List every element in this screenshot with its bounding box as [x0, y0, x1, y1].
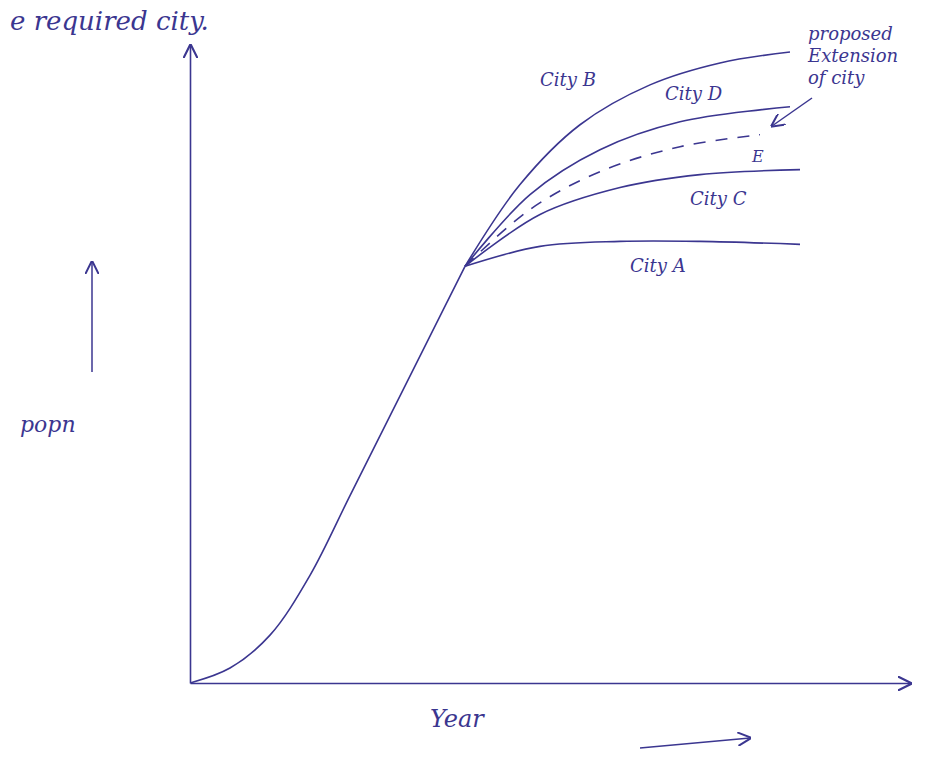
x-axis-line: [191, 683, 911, 685]
title: e required city.: [10, 6, 209, 36]
series-label: City C: [690, 188, 747, 209]
series-label: City D: [665, 83, 723, 104]
series-line: [465, 170, 800, 267]
arrow: [772, 98, 812, 126]
y-axis-title: popn: [20, 412, 76, 437]
series-line: [465, 52, 790, 266]
x-axis-title: Year: [430, 705, 485, 733]
chart: City B City D E City C City A e required city…: [0, 0, 952, 767]
arrow: [91, 262, 93, 372]
arrow: [640, 738, 750, 748]
series-label: City A: [630, 255, 686, 276]
annotation: proposedExtensionof city: [807, 23, 898, 88]
y-axis: [190, 46, 191, 684]
series-label: City B: [540, 69, 596, 90]
y-axis-line: [190, 46, 192, 684]
lines: [190, 52, 800, 683]
series-line: [465, 135, 760, 267]
series-line: [190, 266, 465, 683]
series-label: E: [751, 147, 764, 166]
x-axis: [191, 683, 911, 684]
